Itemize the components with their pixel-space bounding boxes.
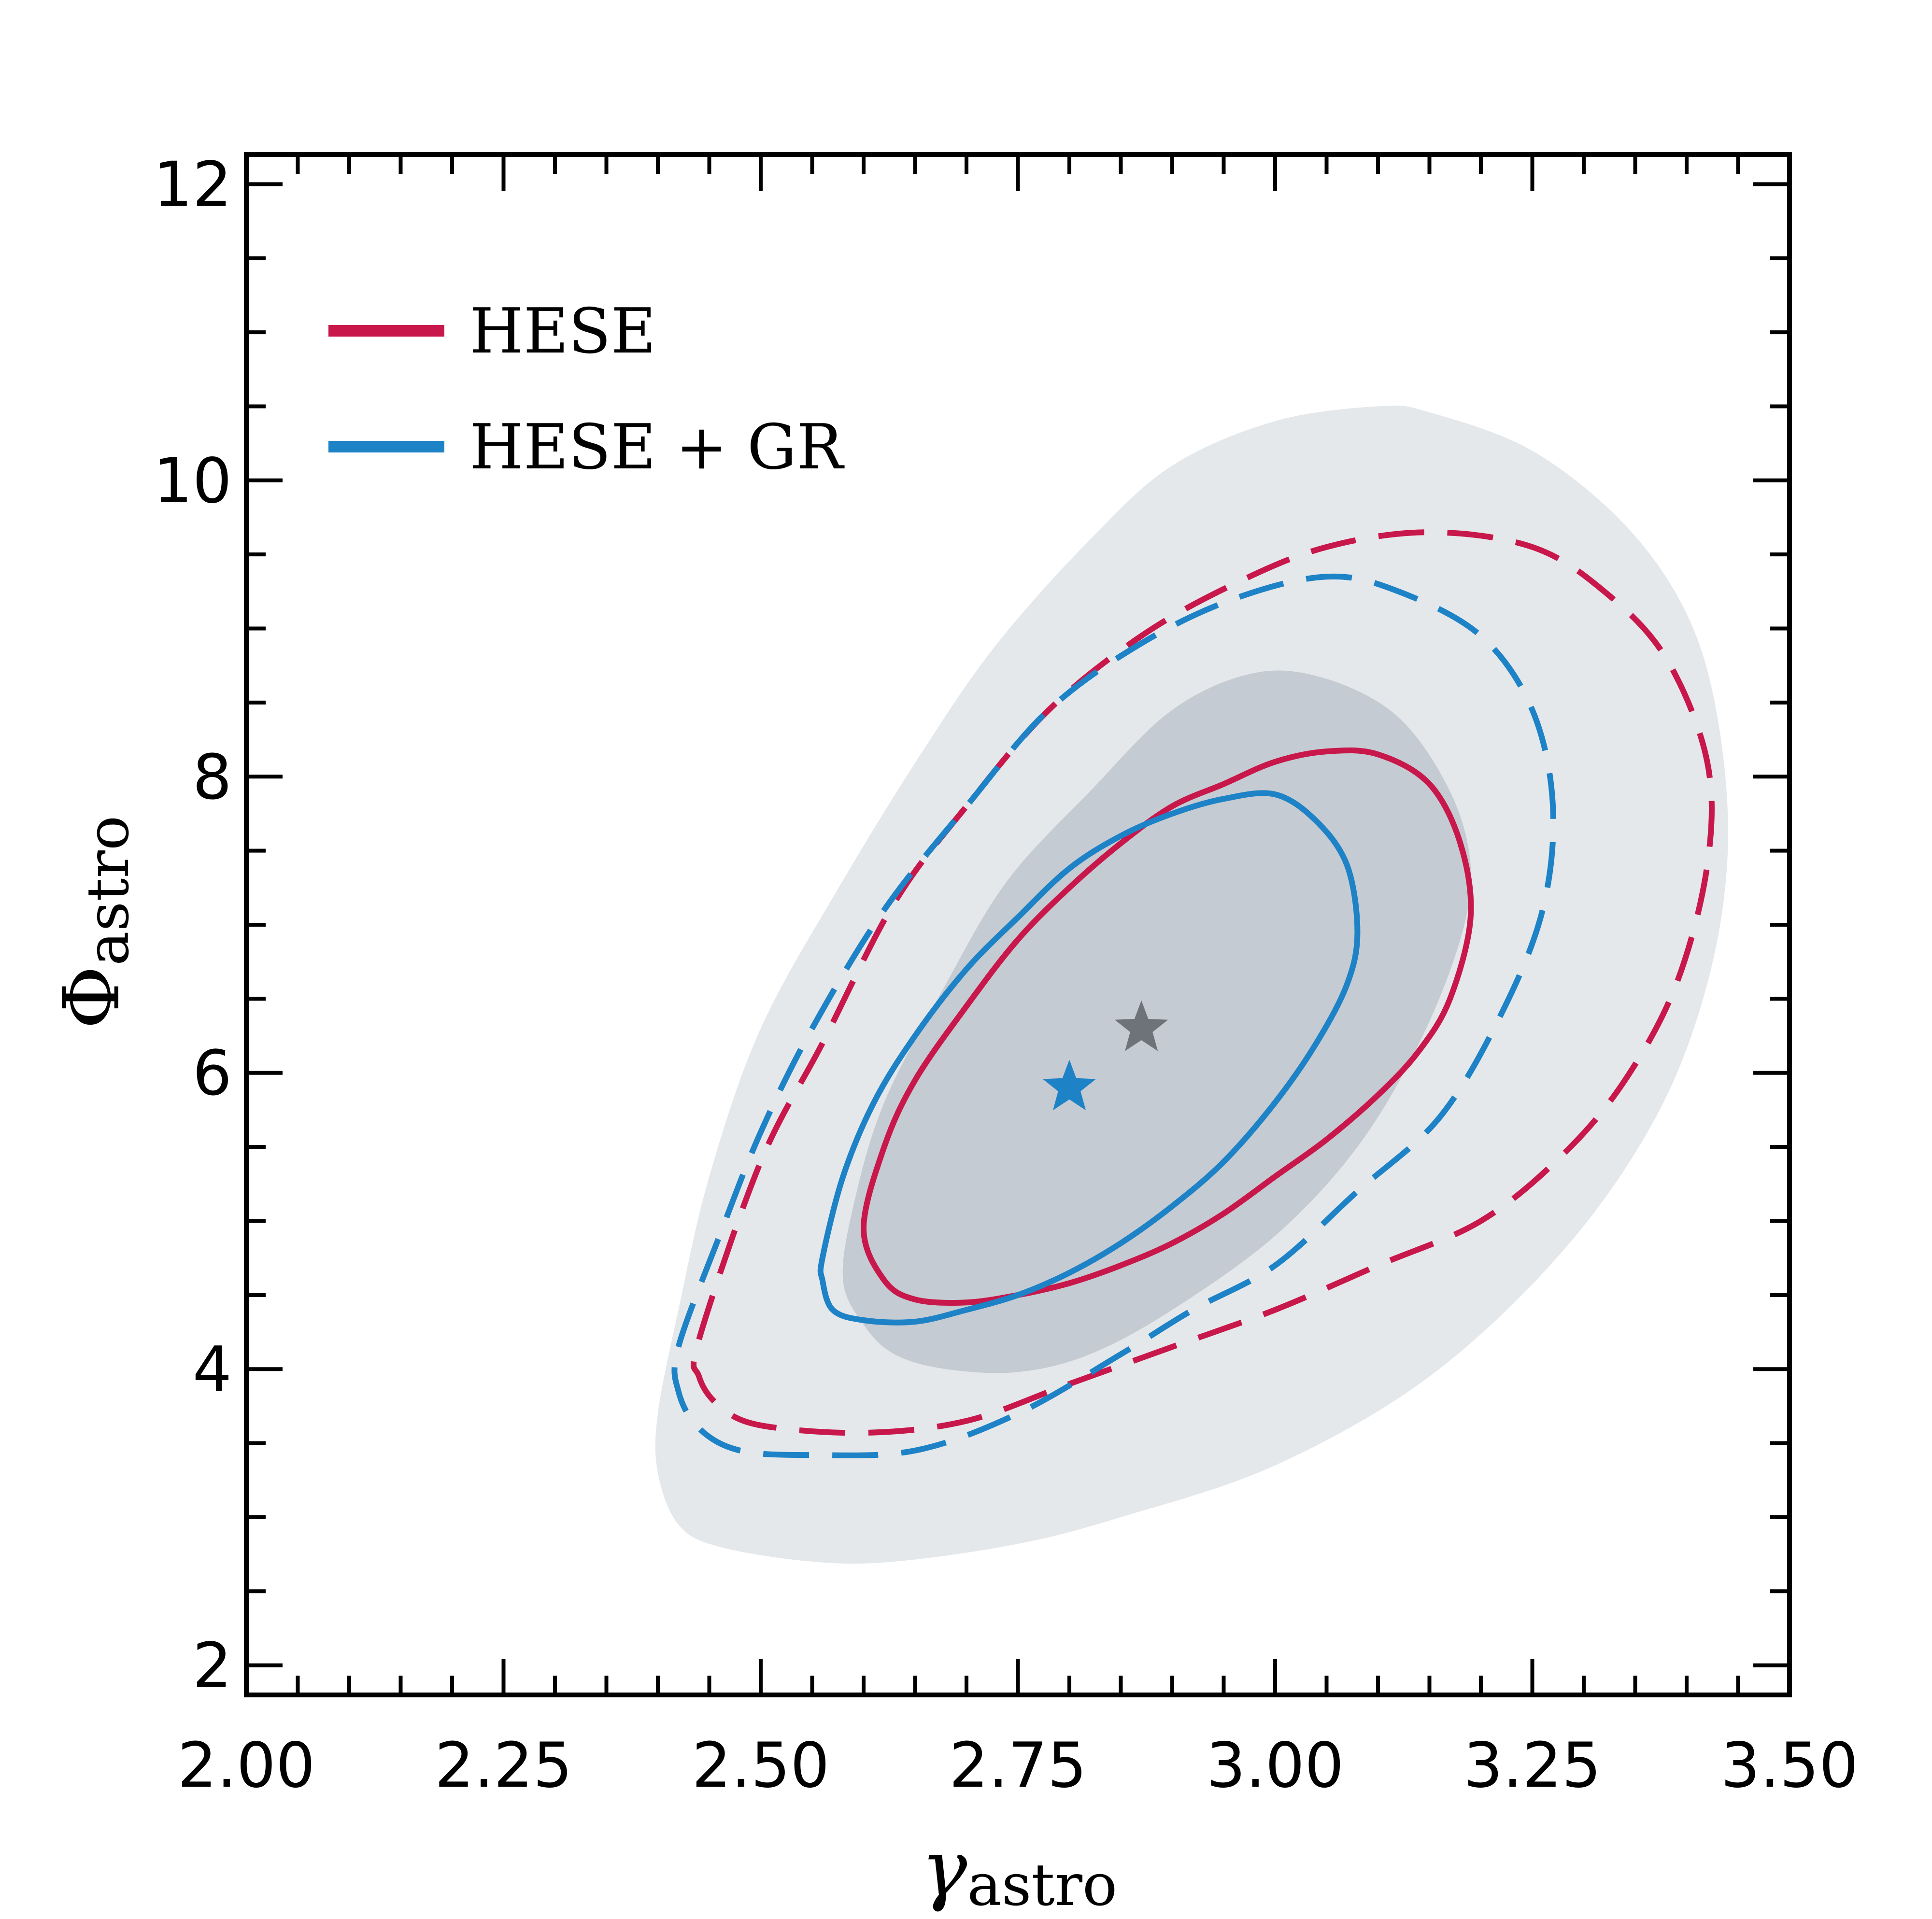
x-tick-label: 3.00 [1207, 1730, 1344, 1802]
x-tick-label: 3.25 [1463, 1730, 1601, 1802]
y-tick-label: 4 [193, 1334, 232, 1406]
x-axis-label: γastro [921, 1823, 1118, 1919]
hese-95-contour [690, 529, 1715, 1436]
x-tick-label: 2.25 [435, 1730, 572, 1802]
y-tick-label: 8 [193, 741, 232, 813]
x-tick-label: 2.75 [949, 1730, 1087, 1802]
y-axis-subscript: astro [75, 816, 142, 966]
x-tick-label: 3.50 [1721, 1730, 1859, 1802]
legend: HESE HESE + GR [328, 296, 845, 483]
x-tick-label: 2.50 [692, 1730, 830, 1802]
hese-gr-95-contour [671, 573, 1556, 1458]
legend-label-hese-gr: HESE + GR [469, 411, 845, 483]
legend-label-hese: HESE [469, 296, 656, 367]
reference-contours [655, 405, 1728, 1564]
reference-best-fit-star-marker [1114, 1000, 1168, 1051]
y-tick-label: 10 [153, 445, 232, 517]
x-axis-subscript: astro [967, 1852, 1117, 1919]
hese-gr-best-fit-star-marker [1042, 1059, 1096, 1111]
y-axis-label: Φastro [46, 816, 142, 1029]
y-axis-symbol: Φ [46, 966, 137, 1029]
best-fit-markers [1042, 1000, 1168, 1111]
axes: 2.00 2.25 2.50 2.75 3.00 3.25 3.5024681012γast… [46, 149, 1859, 1919]
x-axis-symbol: γ [921, 1823, 967, 1914]
hese-gr-68-contour [817, 790, 1361, 1326]
hese-68-contour [861, 747, 1474, 1306]
y-tick-label: 2 [193, 1630, 232, 1702]
series-contours [671, 529, 1715, 1458]
x-tick-label: 2.00 [178, 1730, 315, 1802]
y-tick-label: 6 [193, 1038, 232, 1110]
y-tick-label: 12 [153, 149, 232, 221]
